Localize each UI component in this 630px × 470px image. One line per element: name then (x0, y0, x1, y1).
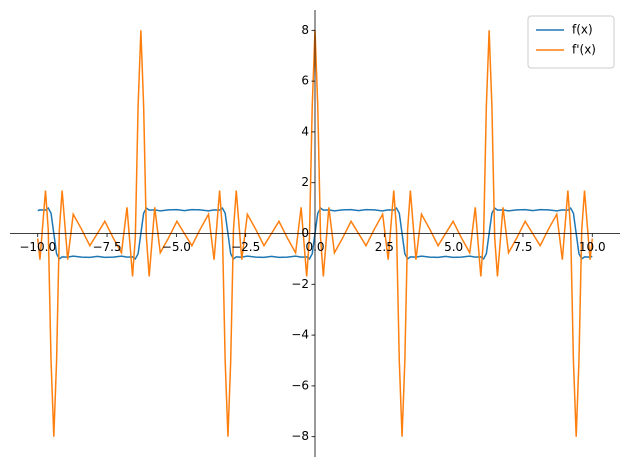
x-tick-label: −10.0 (19, 240, 56, 254)
y-tick-label: −8 (291, 429, 309, 443)
y-tick-label: −4 (291, 328, 309, 342)
legend-box (527, 15, 615, 69)
x-tick-label: 2.5 (375, 240, 394, 254)
legend-label: f(x) (572, 23, 593, 37)
y-tick-label: 6 (301, 74, 309, 88)
y-tick-label: 2 (301, 175, 309, 189)
y-tick-label: 0 (301, 226, 309, 240)
y-tick-label: 4 (301, 124, 309, 138)
legend: f(x) f'(x) (527, 15, 615, 69)
x-tick-label: 7.5 (513, 240, 532, 254)
x-tick-label: −5.0 (162, 240, 191, 254)
x-tick-label: 0.0 (305, 240, 324, 254)
y-tick-label: −6 (291, 378, 309, 392)
x-tick-label: −2.5 (231, 240, 260, 254)
y-tick-label: 8 (301, 23, 309, 37)
x-tick-label: −7.5 (92, 240, 121, 254)
x-tick-label: 10.0 (579, 240, 606, 254)
x-tick-label: 5.0 (444, 240, 463, 254)
y-tick-label: −2 (291, 277, 309, 291)
legend-label: f'(x) (572, 43, 596, 57)
